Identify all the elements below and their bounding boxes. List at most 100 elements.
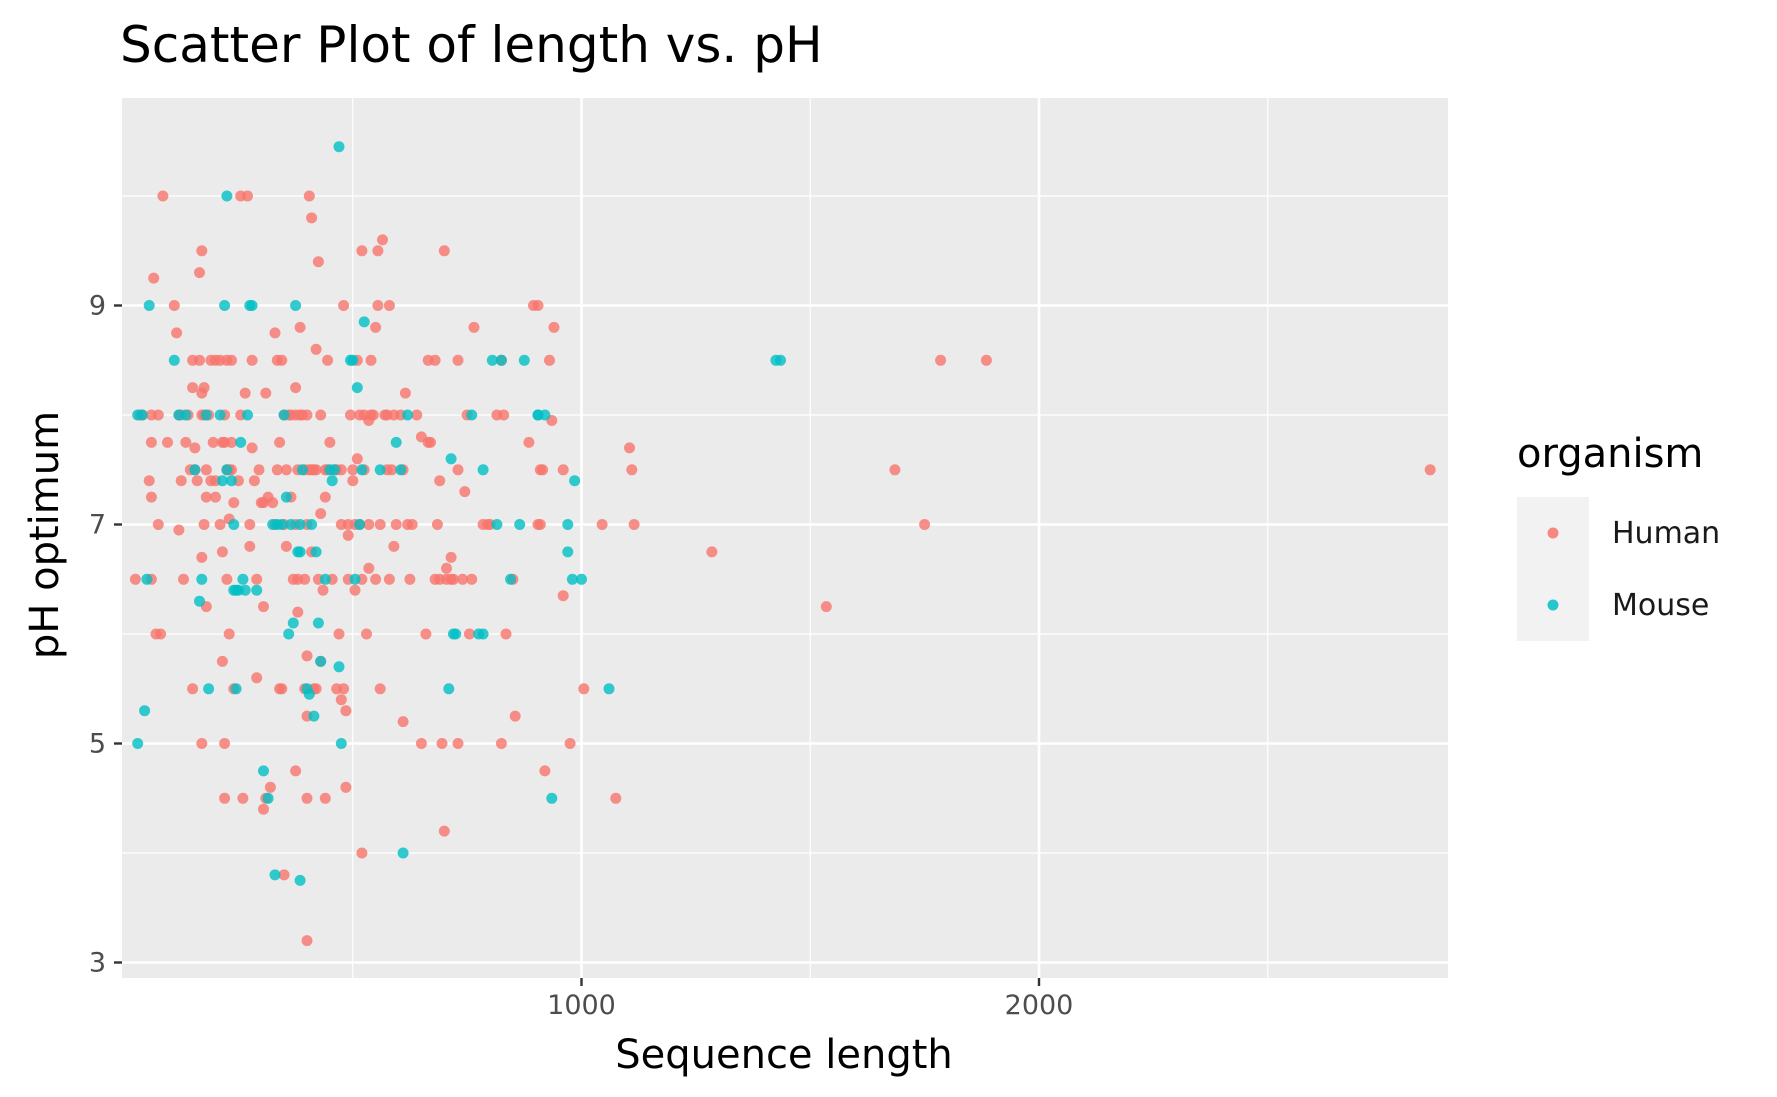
data-point-human — [345, 409, 356, 421]
data-point-mouse — [143, 300, 155, 311]
data-point-human — [452, 464, 464, 476]
data-point-mouse — [290, 300, 302, 311]
data-point-mouse — [168, 354, 180, 366]
data-point-human — [356, 245, 368, 257]
data-point-mouse — [505, 573, 517, 585]
data-point-mouse — [132, 738, 144, 749]
data-point-human — [363, 519, 375, 530]
data-point-human — [445, 551, 457, 563]
data-point-human — [290, 382, 302, 394]
data-point-human — [251, 672, 263, 684]
data-point-human — [239, 387, 251, 399]
data-point-human — [386, 464, 398, 476]
data-point-mouse — [333, 141, 345, 153]
data-point-human — [370, 573, 382, 585]
data-point-human — [319, 491, 331, 503]
data-point-mouse — [200, 409, 212, 421]
data-point-mouse — [326, 475, 338, 487]
data-point-mouse — [562, 546, 574, 558]
data-point-human — [544, 354, 555, 366]
data-point-human — [436, 738, 448, 749]
data-point-human — [228, 497, 240, 509]
data-point-mouse — [294, 546, 306, 558]
data-point-mouse — [576, 573, 587, 585]
data-point-human — [342, 529, 354, 541]
data-point-mouse — [287, 617, 299, 629]
data-point-mouse — [546, 792, 558, 804]
data-point-mouse — [278, 409, 290, 421]
data-point-human — [628, 519, 640, 530]
x-axis-title: Sequence length — [615, 1032, 953, 1078]
data-point-mouse — [356, 464, 368, 476]
data-point-mouse — [136, 409, 148, 421]
data-point-human — [191, 475, 203, 487]
data-point-human — [244, 519, 256, 530]
data-point-mouse — [258, 765, 269, 777]
data-point-human — [367, 409, 379, 421]
data-point-human — [210, 491, 221, 503]
data-point-human — [509, 710, 521, 722]
data-point-human — [294, 321, 306, 333]
data-point-human — [363, 562, 375, 574]
data-point-human — [196, 738, 208, 749]
data-point-mouse — [296, 464, 308, 476]
x-tick-label: 2000 — [1005, 990, 1074, 1021]
legend-key-background — [1517, 497, 1589, 641]
legend-title: organism — [1517, 431, 1703, 477]
data-point-mouse — [280, 491, 292, 503]
data-point-human — [980, 354, 992, 366]
y-tick-label: 9 — [89, 291, 106, 322]
data-point-human — [200, 491, 212, 503]
data-point-human — [534, 519, 546, 530]
data-point-human — [539, 765, 551, 777]
data-point-human — [152, 519, 164, 530]
data-point-human — [194, 267, 205, 279]
data-point-mouse — [466, 409, 478, 421]
data-point-mouse — [141, 573, 153, 585]
data-point-mouse — [349, 573, 361, 585]
data-point-human — [411, 409, 423, 421]
data-point-human — [340, 781, 352, 793]
data-point-mouse — [562, 519, 574, 530]
data-point-human — [301, 935, 313, 947]
data-point-human — [219, 792, 231, 804]
data-point-human — [324, 436, 336, 448]
data-point-mouse — [491, 519, 503, 530]
data-point-human — [301, 409, 313, 421]
y-tick-label: 3 — [89, 948, 106, 979]
data-point-human — [145, 436, 157, 448]
data-point-human — [404, 573, 416, 585]
data-point-human — [548, 321, 560, 333]
data-point-human — [349, 584, 361, 596]
data-point-mouse — [319, 573, 331, 585]
data-point-human — [258, 803, 269, 815]
data-point-human — [347, 464, 359, 476]
data-point-human — [523, 436, 535, 448]
data-point-human — [498, 409, 510, 421]
data-point-mouse — [221, 190, 233, 202]
data-point-human — [246, 442, 258, 454]
chart-title: Scatter Plot of length vs. pH — [120, 16, 823, 74]
data-point-mouse — [276, 519, 288, 530]
data-point-mouse — [194, 595, 205, 607]
data-point-mouse — [262, 792, 274, 804]
data-point-mouse — [518, 354, 530, 366]
data-point-mouse — [216, 475, 228, 487]
data-point-mouse — [242, 409, 253, 421]
data-point-human — [264, 781, 276, 793]
data-point-mouse — [219, 300, 231, 311]
data-point-human — [143, 475, 155, 487]
data-point-human — [148, 272, 160, 284]
data-point-mouse — [603, 683, 615, 695]
data-point-mouse — [180, 409, 192, 421]
data-point-mouse — [306, 519, 318, 530]
data-point-human — [187, 683, 199, 695]
data-point-mouse — [486, 354, 498, 366]
data-point-human — [175, 475, 187, 487]
data-point-human — [500, 628, 512, 640]
data-point-human — [315, 508, 327, 520]
data-point-mouse — [569, 475, 581, 487]
data-point-human — [564, 738, 576, 749]
data-point-human — [322, 354, 334, 366]
